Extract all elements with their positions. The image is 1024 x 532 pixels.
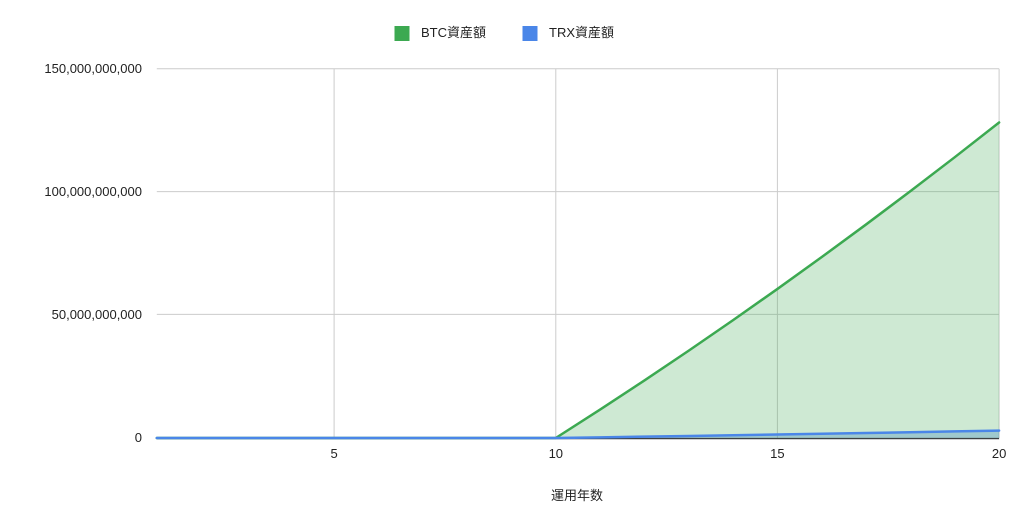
- svg-text:150,000,000,000: 150,000,000,000: [44, 61, 142, 76]
- svg-text:50,000,000,000: 50,000,000,000: [52, 307, 142, 322]
- svg-text:20: 20: [992, 446, 1006, 461]
- svg-text:0: 0: [135, 430, 142, 445]
- svg-text:15: 15: [770, 446, 784, 461]
- svg-text:10: 10: [549, 446, 563, 461]
- svg-text:5: 5: [330, 446, 337, 461]
- svg-text:BTC資産額: BTC資産額: [421, 25, 486, 40]
- svg-text:TRX資産額: TRX資産額: [549, 25, 614, 40]
- svg-text:100,000,000,000: 100,000,000,000: [44, 184, 142, 199]
- svg-text:運用年数: 運用年数: [551, 488, 603, 503]
